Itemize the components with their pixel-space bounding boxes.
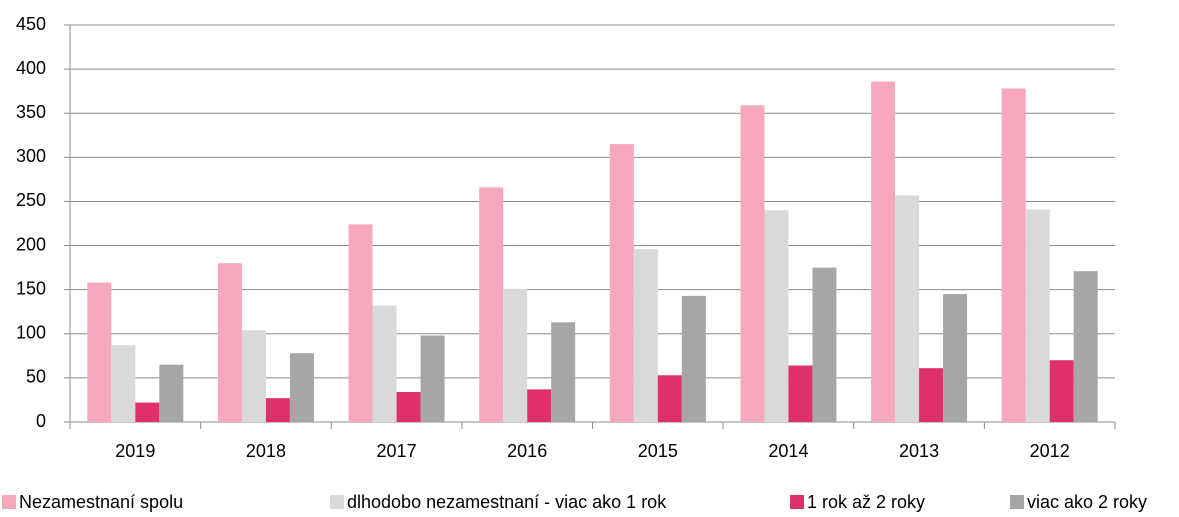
bar — [289, 353, 314, 422]
bar — [527, 389, 552, 422]
legend-swatch — [790, 495, 804, 509]
bar — [1001, 88, 1026, 423]
bar — [919, 368, 944, 422]
legend-swatch — [330, 495, 344, 509]
legend-swatch — [2, 495, 16, 509]
bar — [633, 249, 658, 422]
x-tick-label: 2016 — [507, 441, 547, 461]
legend-label: 1 rok až 2 roky — [807, 492, 925, 512]
bar — [87, 282, 112, 422]
bar — [159, 364, 184, 422]
legend-label: dlhodobo nezamestnaní - viac ako 1 rok — [347, 492, 667, 512]
bar — [681, 295, 706, 422]
y-tick-label: 50 — [26, 367, 46, 387]
bar — [764, 210, 789, 422]
bar — [241, 330, 266, 422]
bar — [348, 224, 373, 422]
x-tick-label: 2019 — [115, 441, 155, 461]
bar — [740, 105, 765, 422]
bar — [1073, 271, 1098, 422]
y-tick-label: 250 — [16, 190, 46, 210]
x-tick-label: 2017 — [377, 441, 417, 461]
y-tick-label: 450 — [16, 14, 46, 34]
x-tick-label: 2015 — [638, 441, 678, 461]
y-tick-label: 100 — [16, 323, 46, 343]
bar — [609, 144, 634, 422]
x-tick-label: 2018 — [246, 441, 286, 461]
x-tick-label: 2013 — [899, 441, 939, 461]
y-tick-label: 150 — [16, 278, 46, 298]
bar — [1049, 360, 1074, 422]
bar — [551, 322, 576, 422]
bar — [1025, 209, 1050, 422]
bar — [657, 375, 682, 422]
bar — [372, 305, 397, 422]
bar — [111, 345, 136, 422]
legend-label: Nezamestnaní spolu — [19, 492, 183, 512]
bar — [871, 81, 896, 422]
bar — [265, 398, 290, 422]
bar — [943, 294, 968, 422]
legend-label: viac ako 2 roky — [1027, 492, 1147, 512]
bar — [503, 288, 528, 422]
y-tick-label: 0 — [36, 411, 46, 431]
bar — [135, 402, 160, 422]
x-tick-label: 2012 — [1030, 441, 1070, 461]
legend-swatch — [1010, 495, 1024, 509]
y-tick-label: 300 — [16, 146, 46, 166]
bar — [895, 195, 920, 422]
bar — [788, 365, 813, 422]
bar — [396, 392, 421, 422]
x-tick-label: 2014 — [768, 441, 808, 461]
bar — [420, 335, 445, 422]
y-tick-label: 400 — [16, 58, 46, 78]
y-tick-label: 350 — [16, 102, 46, 122]
bar — [217, 263, 242, 422]
bar — [479, 187, 504, 422]
bar — [812, 267, 837, 422]
y-tick-label: 200 — [16, 234, 46, 254]
